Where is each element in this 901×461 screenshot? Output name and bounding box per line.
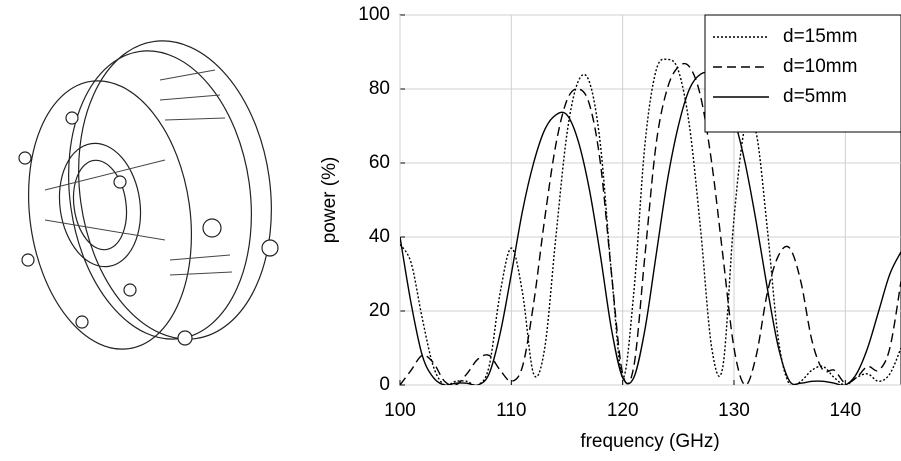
legend-box bbox=[704, 14, 901, 133]
legend-label: d=5mm bbox=[783, 86, 847, 107]
y-tick-label: 80 bbox=[369, 78, 390, 99]
device-ring bbox=[58, 142, 142, 268]
device-coil bbox=[68, 50, 252, 340]
device-bolts bbox=[18, 111, 279, 346]
x-tick-label: 120 bbox=[607, 400, 639, 421]
x-axis-title: frequency (GHz) bbox=[580, 431, 719, 452]
device-windings bbox=[44, 69, 233, 276]
y-tick-label: 0 bbox=[379, 374, 390, 395]
legend-label: d=15mm bbox=[783, 26, 857, 47]
series-line bbox=[400, 62, 901, 385]
device-bore bbox=[72, 159, 128, 251]
x-tick-label: 100 bbox=[384, 400, 416, 421]
device-drawing bbox=[18, 40, 279, 350]
series-line bbox=[400, 71, 901, 385]
y-axis-title: power (%) bbox=[319, 157, 340, 244]
y-tick-label: 60 bbox=[369, 152, 390, 173]
y-tick-label: 100 bbox=[358, 4, 390, 25]
device-back-flange bbox=[78, 40, 272, 340]
x-tick-label: 130 bbox=[718, 400, 750, 421]
y-tick-label: 20 bbox=[369, 300, 390, 321]
device-front-flange bbox=[27, 80, 193, 350]
x-tick-label: 140 bbox=[829, 400, 861, 421]
y-tick-label: 40 bbox=[369, 226, 390, 247]
legend-label: d=10mm bbox=[783, 56, 857, 77]
x-tick-label: 110 bbox=[496, 400, 526, 421]
